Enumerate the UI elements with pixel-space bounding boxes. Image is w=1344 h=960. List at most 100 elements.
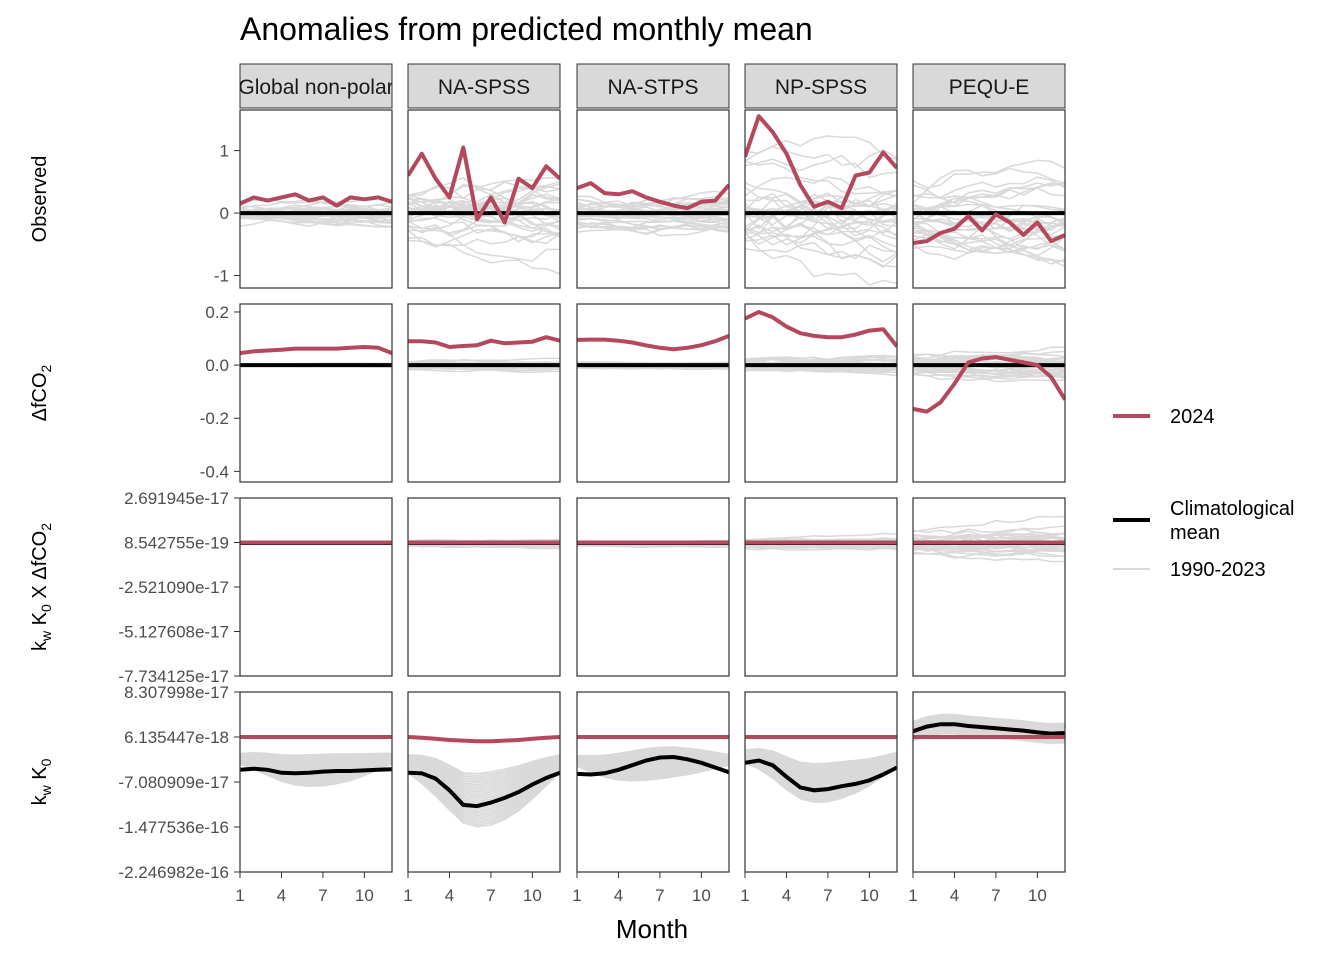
past-year-line xyxy=(913,209,1065,252)
panel-dfco2-1 xyxy=(407,303,561,483)
panel-background xyxy=(240,498,392,676)
past-year-line xyxy=(745,761,897,802)
past-year-line xyxy=(577,203,729,212)
panel-dfco2-2 xyxy=(576,303,730,483)
past-year-line xyxy=(913,167,1065,204)
past-year-line xyxy=(408,757,560,784)
x-tick-label: 10 xyxy=(860,886,879,905)
panel-background xyxy=(913,110,1065,288)
past-year-line xyxy=(745,753,897,777)
past-year-line xyxy=(745,212,897,246)
y-tick-label: -1.477536e-16 xyxy=(118,818,229,837)
climatological-mean-line xyxy=(240,766,392,776)
past-year-line xyxy=(577,750,729,759)
past-year-line xyxy=(745,749,897,768)
row-title-kwk0dfco2: kw​ K0​ X ΔfCO2​ xyxy=(29,523,54,651)
panel-background xyxy=(408,304,560,482)
facet-panels: 10-10.20.0-0.2-0.42.691945e-178.542755e-… xyxy=(118,109,1066,905)
past-year-line xyxy=(408,759,560,790)
past-year-line xyxy=(745,355,897,361)
past-year-line xyxy=(913,544,1065,551)
x-tick-label: 7 xyxy=(486,886,495,905)
x-tick-label: 1 xyxy=(572,886,581,905)
past-year-line xyxy=(408,357,560,364)
past-year-line xyxy=(577,366,729,371)
past-year-line xyxy=(913,194,1065,219)
past-year-line xyxy=(408,770,560,824)
row-title-observed: Observed xyxy=(29,156,51,243)
past-year-line xyxy=(745,750,897,770)
past-year-line xyxy=(913,366,1065,379)
climatological-mean-line xyxy=(577,754,729,777)
y-tick-label: 8.307998e-17 xyxy=(124,683,229,702)
past-year-line xyxy=(408,544,560,548)
panel-border xyxy=(912,691,1066,873)
past-year-line xyxy=(745,231,897,286)
panel-border xyxy=(576,497,730,677)
series-2024-line xyxy=(745,310,897,348)
series-2024-line xyxy=(408,735,560,744)
past-year-line xyxy=(745,160,897,195)
past-year-line xyxy=(577,195,729,207)
past-year-line xyxy=(745,753,897,778)
facet-label: NP-SPSS xyxy=(775,76,867,99)
x-tick-label: 7 xyxy=(991,886,1000,905)
past-year-line xyxy=(408,185,560,204)
panel-background xyxy=(408,498,560,676)
past-year-line xyxy=(745,232,897,269)
x-axis-title: Month xyxy=(616,914,688,944)
row-title-kwk0: kw​ K0​ xyxy=(29,758,54,805)
panel-background xyxy=(745,304,897,482)
past-year-line xyxy=(408,755,560,779)
past-year-line xyxy=(408,755,560,780)
panel-background xyxy=(913,498,1065,676)
y-tick-label: -0.2 xyxy=(200,409,229,428)
y-tick-label: 8.542755e-19 xyxy=(124,534,229,553)
past-year-line xyxy=(745,367,897,372)
past-year-line xyxy=(408,209,560,233)
legend-clim-label: Climatological mean xyxy=(1170,498,1295,544)
x-tick-label: 7 xyxy=(823,886,832,905)
panel-border xyxy=(407,497,561,677)
past-year-line xyxy=(408,762,560,801)
panel-border xyxy=(912,109,1066,289)
row-title-dfco2: ΔfCO2​ xyxy=(29,364,54,421)
past-year-line xyxy=(408,225,560,247)
past-year-line xyxy=(745,757,897,789)
x-tick-label: 4 xyxy=(950,886,959,905)
past-year-line xyxy=(408,772,560,828)
past-year-line xyxy=(745,192,897,216)
past-year-line xyxy=(240,219,392,228)
panel-kwk0-4: 1 4 7 10 xyxy=(908,691,1066,905)
past-year-line xyxy=(745,148,897,172)
panel-border xyxy=(576,303,730,483)
facet-strip xyxy=(912,63,1066,109)
y-tick-label: -7.080909e-17 xyxy=(118,773,229,792)
panel-background xyxy=(577,692,729,872)
facet-label: Global non-polar xyxy=(238,76,393,99)
panel-kwk0dfco2-2 xyxy=(576,497,730,677)
panel-observed-2 xyxy=(576,109,730,289)
y-tick-label: 0 xyxy=(220,204,229,223)
past-year-line xyxy=(408,761,560,797)
panel-border xyxy=(239,109,393,289)
past-year-line xyxy=(408,185,560,210)
past-year-line xyxy=(745,751,897,772)
panel-kwk0-3: 1 4 7 10 xyxy=(740,691,898,905)
past-year-line xyxy=(408,366,560,370)
past-year-line xyxy=(240,752,392,756)
x-tick-label: 10 xyxy=(523,886,542,905)
panel-kwk0dfco2-1 xyxy=(407,497,561,677)
past-year-line xyxy=(745,212,897,239)
past-year-line xyxy=(408,754,560,777)
panel-observed-1 xyxy=(407,109,561,289)
panel-background xyxy=(913,304,1065,482)
past-year-line xyxy=(745,231,897,260)
past-year-line xyxy=(745,751,897,773)
past-year-line xyxy=(913,359,1065,366)
past-year-line xyxy=(745,747,897,765)
legend-2024-label: 2024 xyxy=(1170,406,1215,428)
past-year-line xyxy=(408,767,560,813)
panel-border xyxy=(407,109,561,289)
past-year-line xyxy=(913,535,1065,543)
